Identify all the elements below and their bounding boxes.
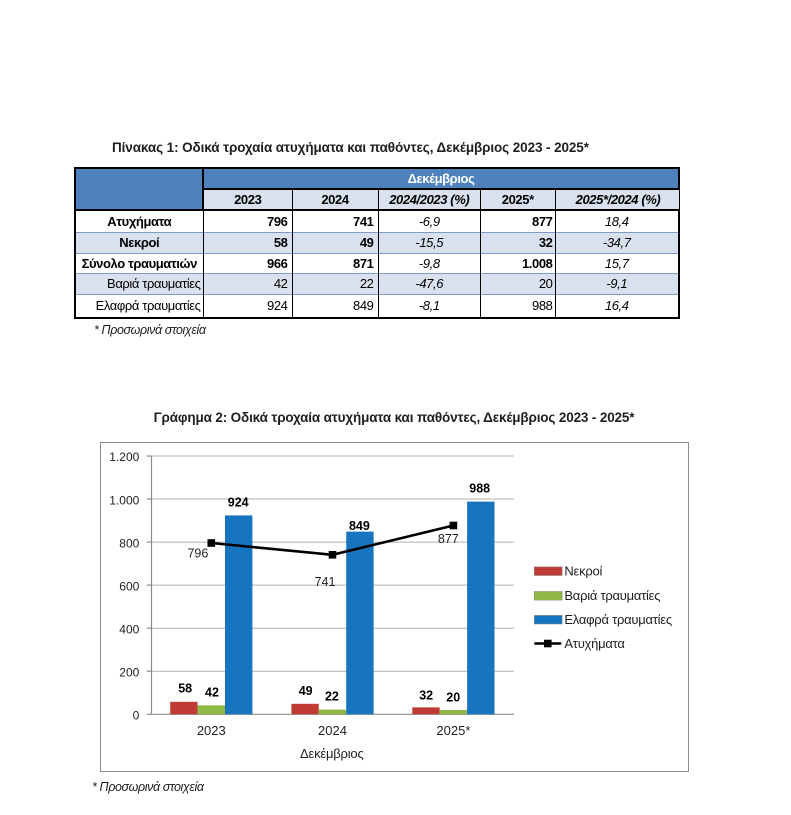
svg-text:32: 32 [419, 688, 433, 702]
svg-text:600: 600 [119, 579, 139, 593]
svg-text:800: 800 [119, 536, 139, 550]
svg-text:988: 988 [469, 481, 490, 495]
svg-text:Βαριά τραυματίες: Βαριά τραυματίες [564, 588, 660, 603]
svg-text:42: 42 [205, 685, 219, 699]
svg-text:58: 58 [178, 681, 192, 695]
svg-text:Νεκροί: Νεκροί [564, 563, 602, 578]
svg-text:1.200: 1.200 [109, 450, 139, 464]
svg-text:Ατυχήματα: Ατυχήματα [564, 636, 625, 651]
svg-text:741: 741 [315, 574, 336, 588]
svg-text:0: 0 [133, 708, 140, 722]
svg-text:1.000: 1.000 [109, 493, 139, 507]
svg-text:2023: 2023 [197, 722, 226, 737]
svg-text:200: 200 [119, 665, 139, 679]
svg-text:400: 400 [119, 622, 139, 636]
svg-text:Ελαφρά τραυματίες: Ελαφρά τραυματίες [564, 612, 671, 627]
svg-text:2024: 2024 [318, 722, 347, 737]
svg-text:877: 877 [438, 532, 459, 546]
svg-text:849: 849 [349, 518, 370, 532]
svg-text:49: 49 [299, 684, 313, 698]
svg-text:924: 924 [228, 495, 249, 509]
svg-text:Δεκέμβριος: Δεκέμβριος [300, 746, 364, 761]
svg-text:20: 20 [446, 690, 460, 704]
svg-text:2025*: 2025* [436, 722, 470, 737]
svg-text:22: 22 [325, 689, 339, 703]
svg-text:796: 796 [187, 546, 208, 560]
